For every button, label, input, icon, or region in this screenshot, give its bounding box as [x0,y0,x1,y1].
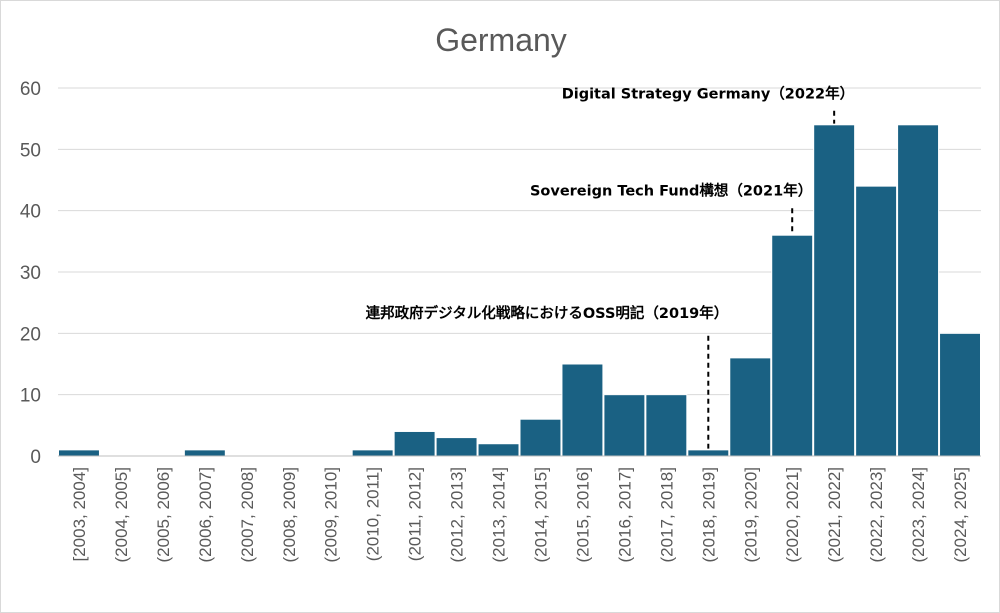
x-tick-label: (2012, 2013] [448,467,467,562]
x-tick-label: (2004, 2005] [112,467,131,562]
x-tick-label: (2015, 2016] [573,467,592,562]
y-tick-label: 10 [20,386,41,407]
x-tick-label: (2013, 2014] [490,467,509,562]
bar [519,418,562,457]
x-tick-label: (2006, 2007] [196,467,215,562]
x-tick-label: (2019, 2020] [741,467,760,562]
x-tick-label: (2023, 2024] [909,467,928,562]
y-tick-label: 60 [20,79,41,100]
bar [771,234,814,457]
bar [183,449,226,457]
bar [477,443,520,457]
bar [855,185,898,457]
y-tick-label: 40 [20,202,41,223]
x-tick-label: (2020, 2021] [783,467,802,562]
x-tick-label: (2010, 2011] [364,467,383,561]
annotation-label: Digital Strategy Germany（2022年） [562,84,854,102]
bar [939,332,982,457]
y-tick-label: 0 [30,447,41,468]
x-tick-label: (2007, 2008] [238,467,257,562]
bar [435,437,478,457]
x-tick-label: (2011, 2012] [406,467,425,561]
x-tick-label: [2003, 2004] [70,467,89,562]
y-tick-label: 50 [20,140,41,161]
y-tick-label: 30 [20,263,41,284]
x-tick-label: (2017, 2018] [657,467,676,562]
y-tick-label: 20 [20,324,41,345]
x-tick-label: (2014, 2015] [531,467,550,562]
bar [351,449,394,457]
x-tick-label: (2009, 2010] [322,467,341,562]
x-tick-label: (2008, 2009] [280,467,299,562]
bar [393,430,436,457]
bars [58,124,982,457]
axes: 0 10 20 30 40 50 60 [2003, 2004] (2004, 2005] (20… [20,79,981,562]
bar [58,449,100,457]
annotation-label: Sovereign Tech Fund構想（2021年） [530,181,812,199]
x-tick-label: (2021, 2022] [825,467,844,562]
x-tick-label: (2018, 2019] [699,467,718,562]
bar [687,449,730,457]
chart-title: Germany [435,22,567,58]
bar [603,394,646,457]
x-tick-label: (2022, 2023] [867,467,886,562]
x-tick-label: (2005, 2006] [154,467,173,562]
annotations: 連邦政府デジタル化戦略におけるOSS明記（2019年） Sovereign Tec… [366,84,854,449]
bar [813,124,856,457]
bar [645,394,688,457]
bar [561,363,604,457]
x-tick-label: (2024, 2025] [951,467,970,562]
bar [897,124,940,457]
annotation-label: 連邦政府デジタル化戦略におけるOSS明記（2019年） [366,304,729,322]
bar [729,357,772,457]
x-tick-label: (2016, 2017] [615,467,634,562]
